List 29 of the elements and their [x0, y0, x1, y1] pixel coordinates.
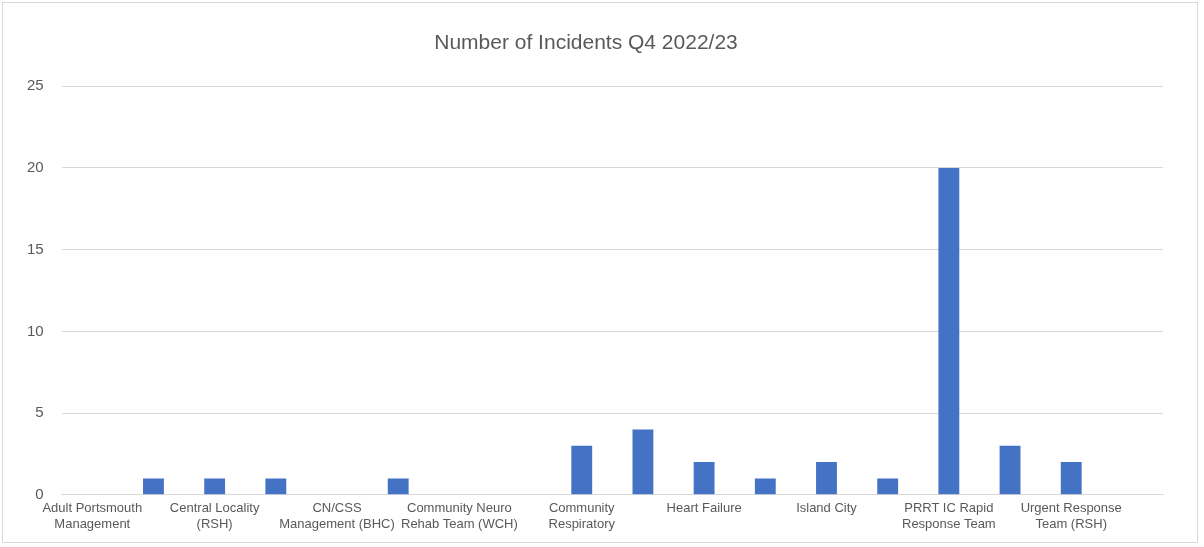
y-tick-label: 25 — [27, 76, 44, 94]
bar — [938, 167, 960, 495]
bar — [816, 462, 837, 495]
y-tick-label: 10 — [27, 321, 44, 339]
bar — [571, 445, 593, 495]
x-tick-label: Community Neuro Rehab Team (WCH) — [400, 500, 518, 531]
bar — [204, 478, 226, 495]
bar — [632, 429, 654, 495]
bar — [999, 445, 1021, 495]
y-tick-label: 0 — [35, 484, 44, 502]
bar — [1060, 462, 1082, 495]
x-tick-label: Island City — [796, 500, 858, 516]
x-tick-label: CN/CSS Management (BHC) — [279, 500, 395, 531]
bar — [387, 478, 409, 495]
bar — [754, 478, 776, 495]
x-tick-label: Heart Failure — [666, 500, 742, 516]
x-tick-label: Community Respiratory — [548, 500, 616, 531]
y-tick-label: 15 — [27, 239, 44, 257]
bar — [693, 462, 715, 495]
x-tick-label: Adult Portsmouth Management — [42, 500, 143, 531]
x-tick-label: PRRT IC Rapid Response Team — [902, 500, 996, 531]
x-tick-label: Urgent Response Team (RSH) — [1020, 500, 1122, 531]
y-tick-label: 20 — [27, 158, 44, 176]
bar — [143, 478, 164, 495]
bar — [265, 478, 287, 495]
x-tick-label: Central Locality (RSH) — [169, 500, 260, 531]
bar — [877, 478, 899, 495]
y-tick-label: 5 — [35, 403, 44, 421]
chart-title: Number of Incidents Q4 2022/23 — [434, 30, 738, 54]
